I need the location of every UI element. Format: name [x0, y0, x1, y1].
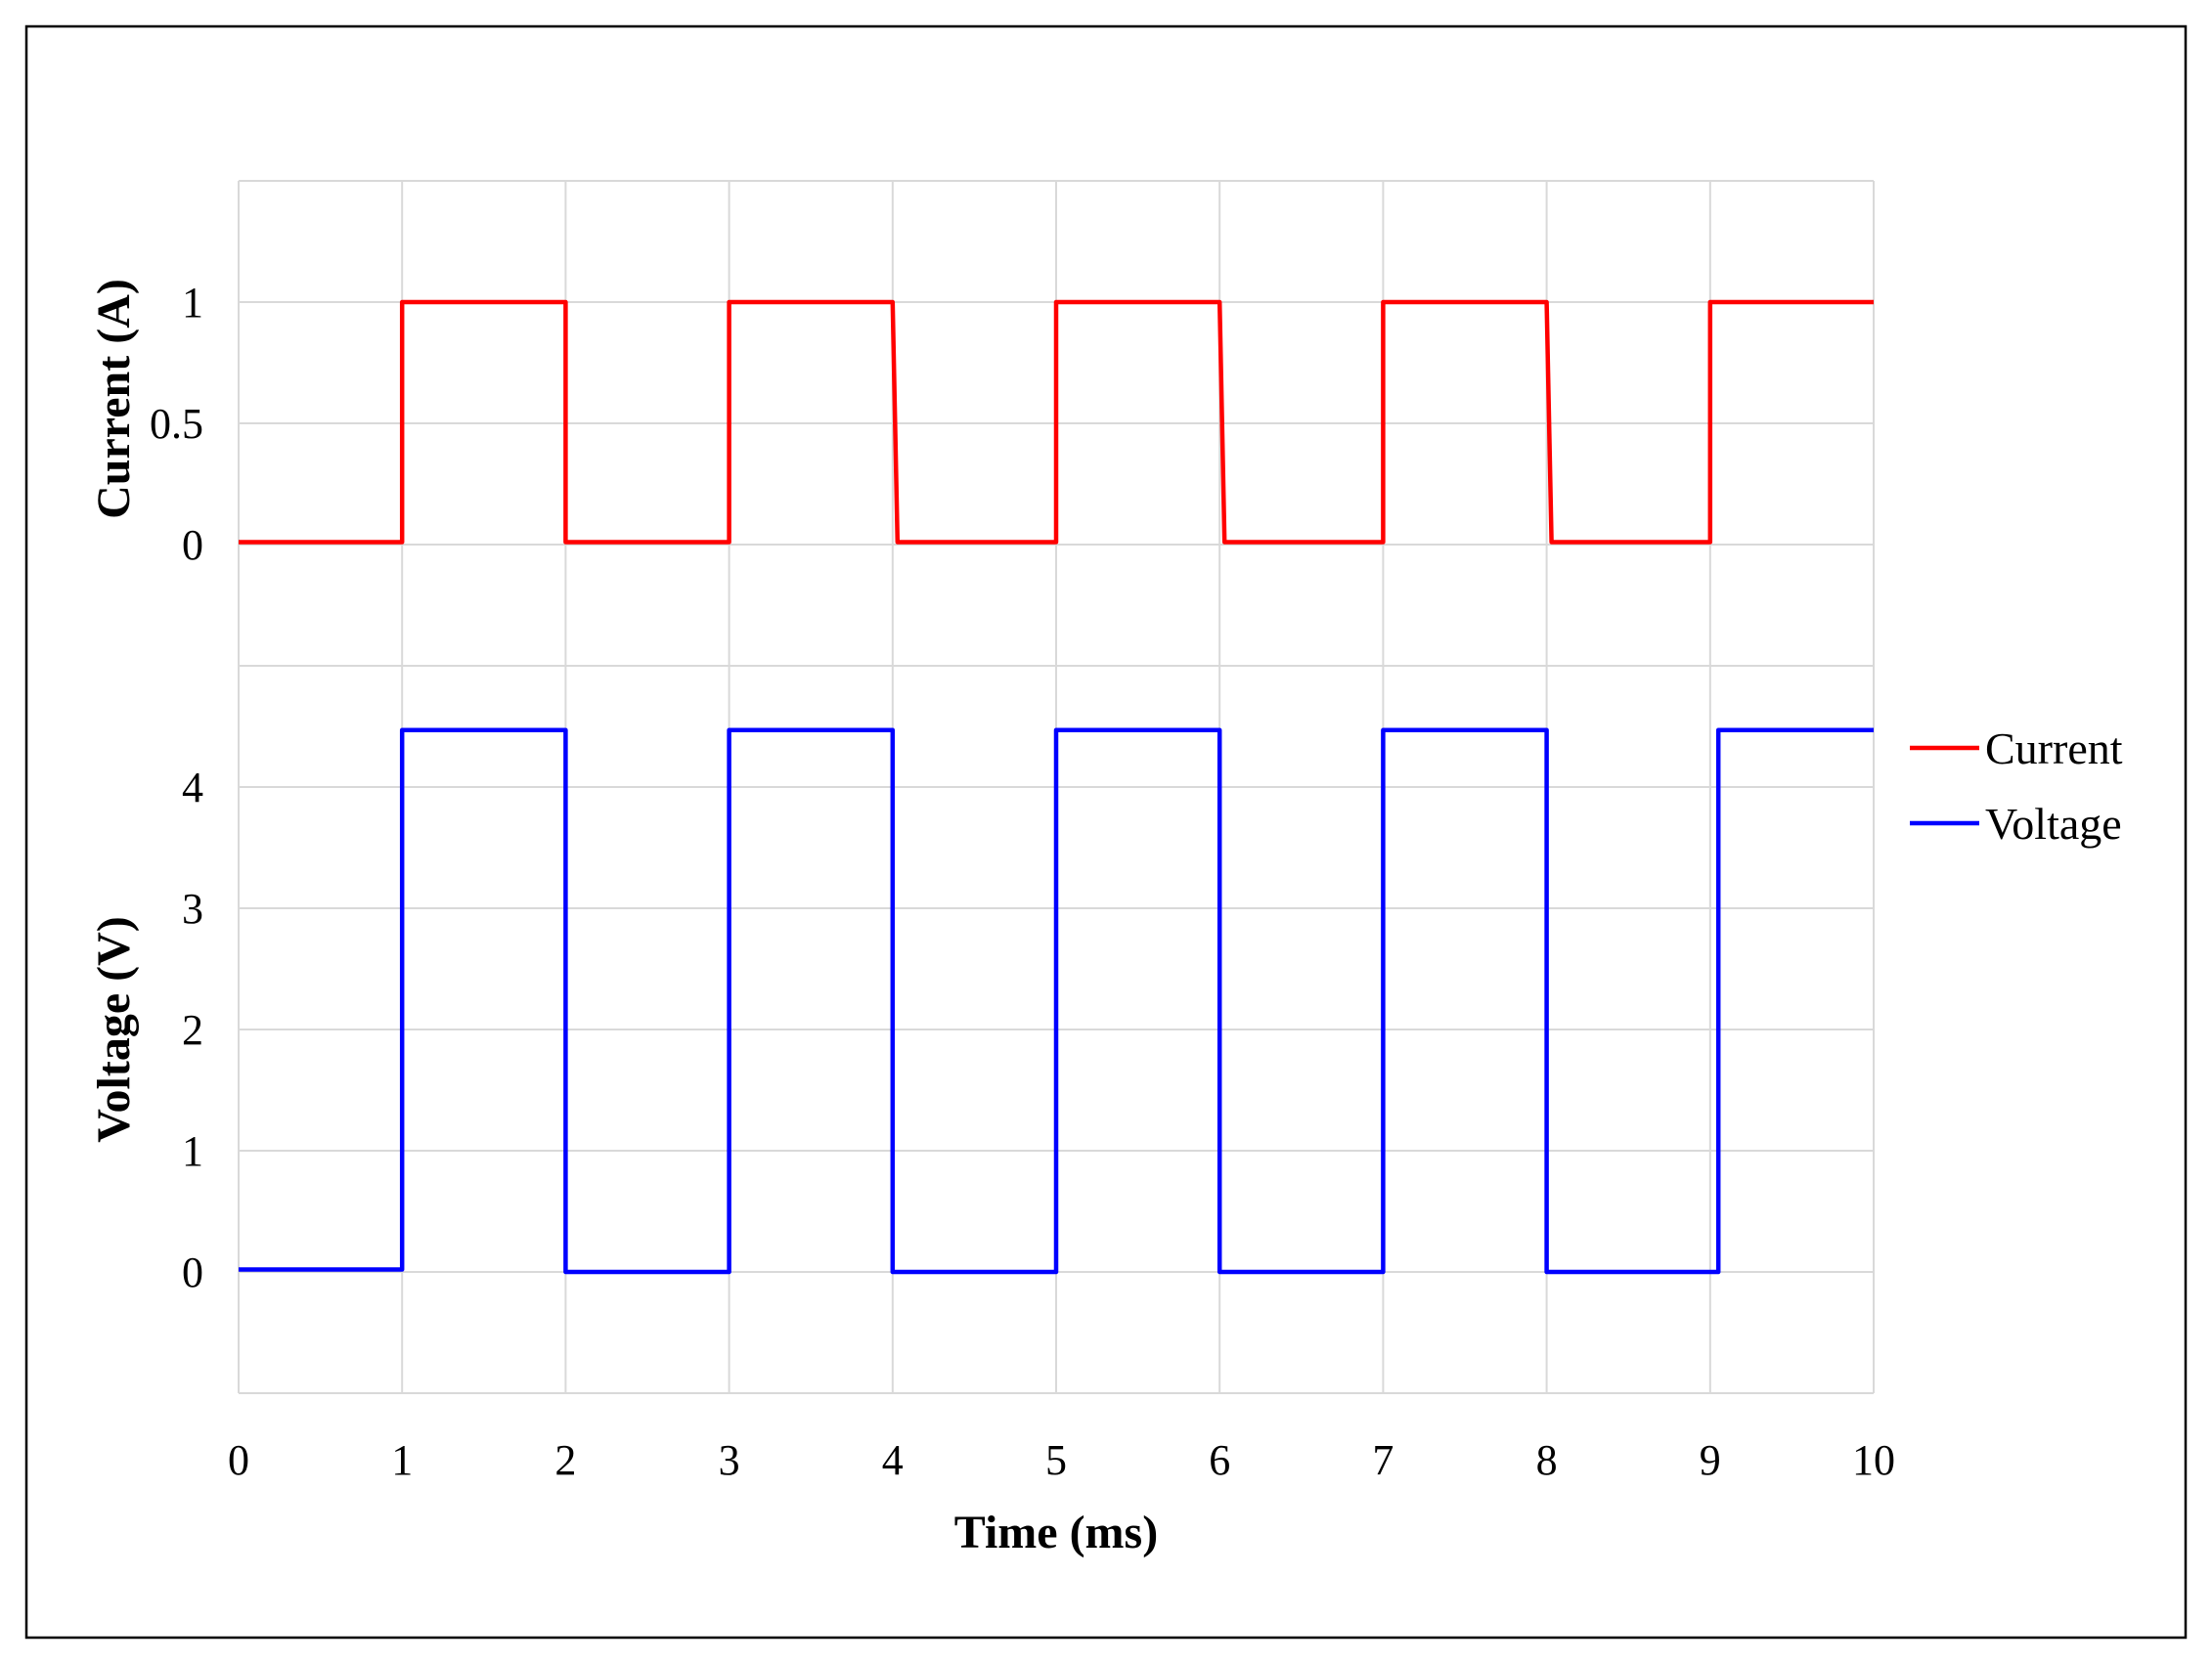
series-current-line [239, 299, 1874, 545]
xtick-label: 9 [1700, 1436, 1721, 1484]
voltage-panel-ytick-label: 0 [182, 1248, 203, 1296]
series-layer [239, 299, 1874, 1275]
legend-label-current: Current [1985, 723, 2123, 773]
xtick-label: 7 [1372, 1436, 1394, 1484]
xtick-label: 1 [391, 1436, 413, 1484]
legend-label-voltage: Voltage [1985, 799, 2122, 849]
voltage-panel-ytick-label: 4 [182, 764, 203, 811]
legend: Current Voltage [1910, 723, 2123, 849]
xtick-label: 6 [1209, 1436, 1230, 1484]
current-panel-ytick-label: 0 [182, 521, 203, 569]
xtick-label: 4 [882, 1436, 904, 1484]
voltage-panel-ytick-label: 2 [182, 1006, 203, 1054]
xtick-label: 2 [554, 1436, 576, 1484]
voltage-panel-ytick-label: 3 [182, 885, 203, 933]
current-panel-ytick-label: 0.5 [150, 400, 203, 448]
xtick-label: 8 [1536, 1436, 1558, 1484]
x-axis-title: Time (ms) [954, 1507, 1158, 1558]
current-panel-ytick-label: 1 [182, 279, 203, 327]
xtick-label: 10 [1852, 1436, 1895, 1484]
current-panel-ylabel: Current (A) [88, 279, 140, 519]
xtick-label: 5 [1045, 1436, 1067, 1484]
labels: 0 0.5 1 Current (A) 0 1 2 3 4 Voltage (V) 0 1 2 3 4 5 6 7… [88, 279, 1895, 1558]
series-voltage-line [239, 727, 1874, 1275]
voltage-panel-ylabel: Voltage (V) [88, 916, 140, 1143]
xtick-label: 3 [719, 1436, 740, 1484]
xtick-label: 0 [228, 1436, 249, 1484]
voltage-panel-ytick-label: 1 [182, 1127, 203, 1175]
outer-frame [24, 24, 2188, 1640]
